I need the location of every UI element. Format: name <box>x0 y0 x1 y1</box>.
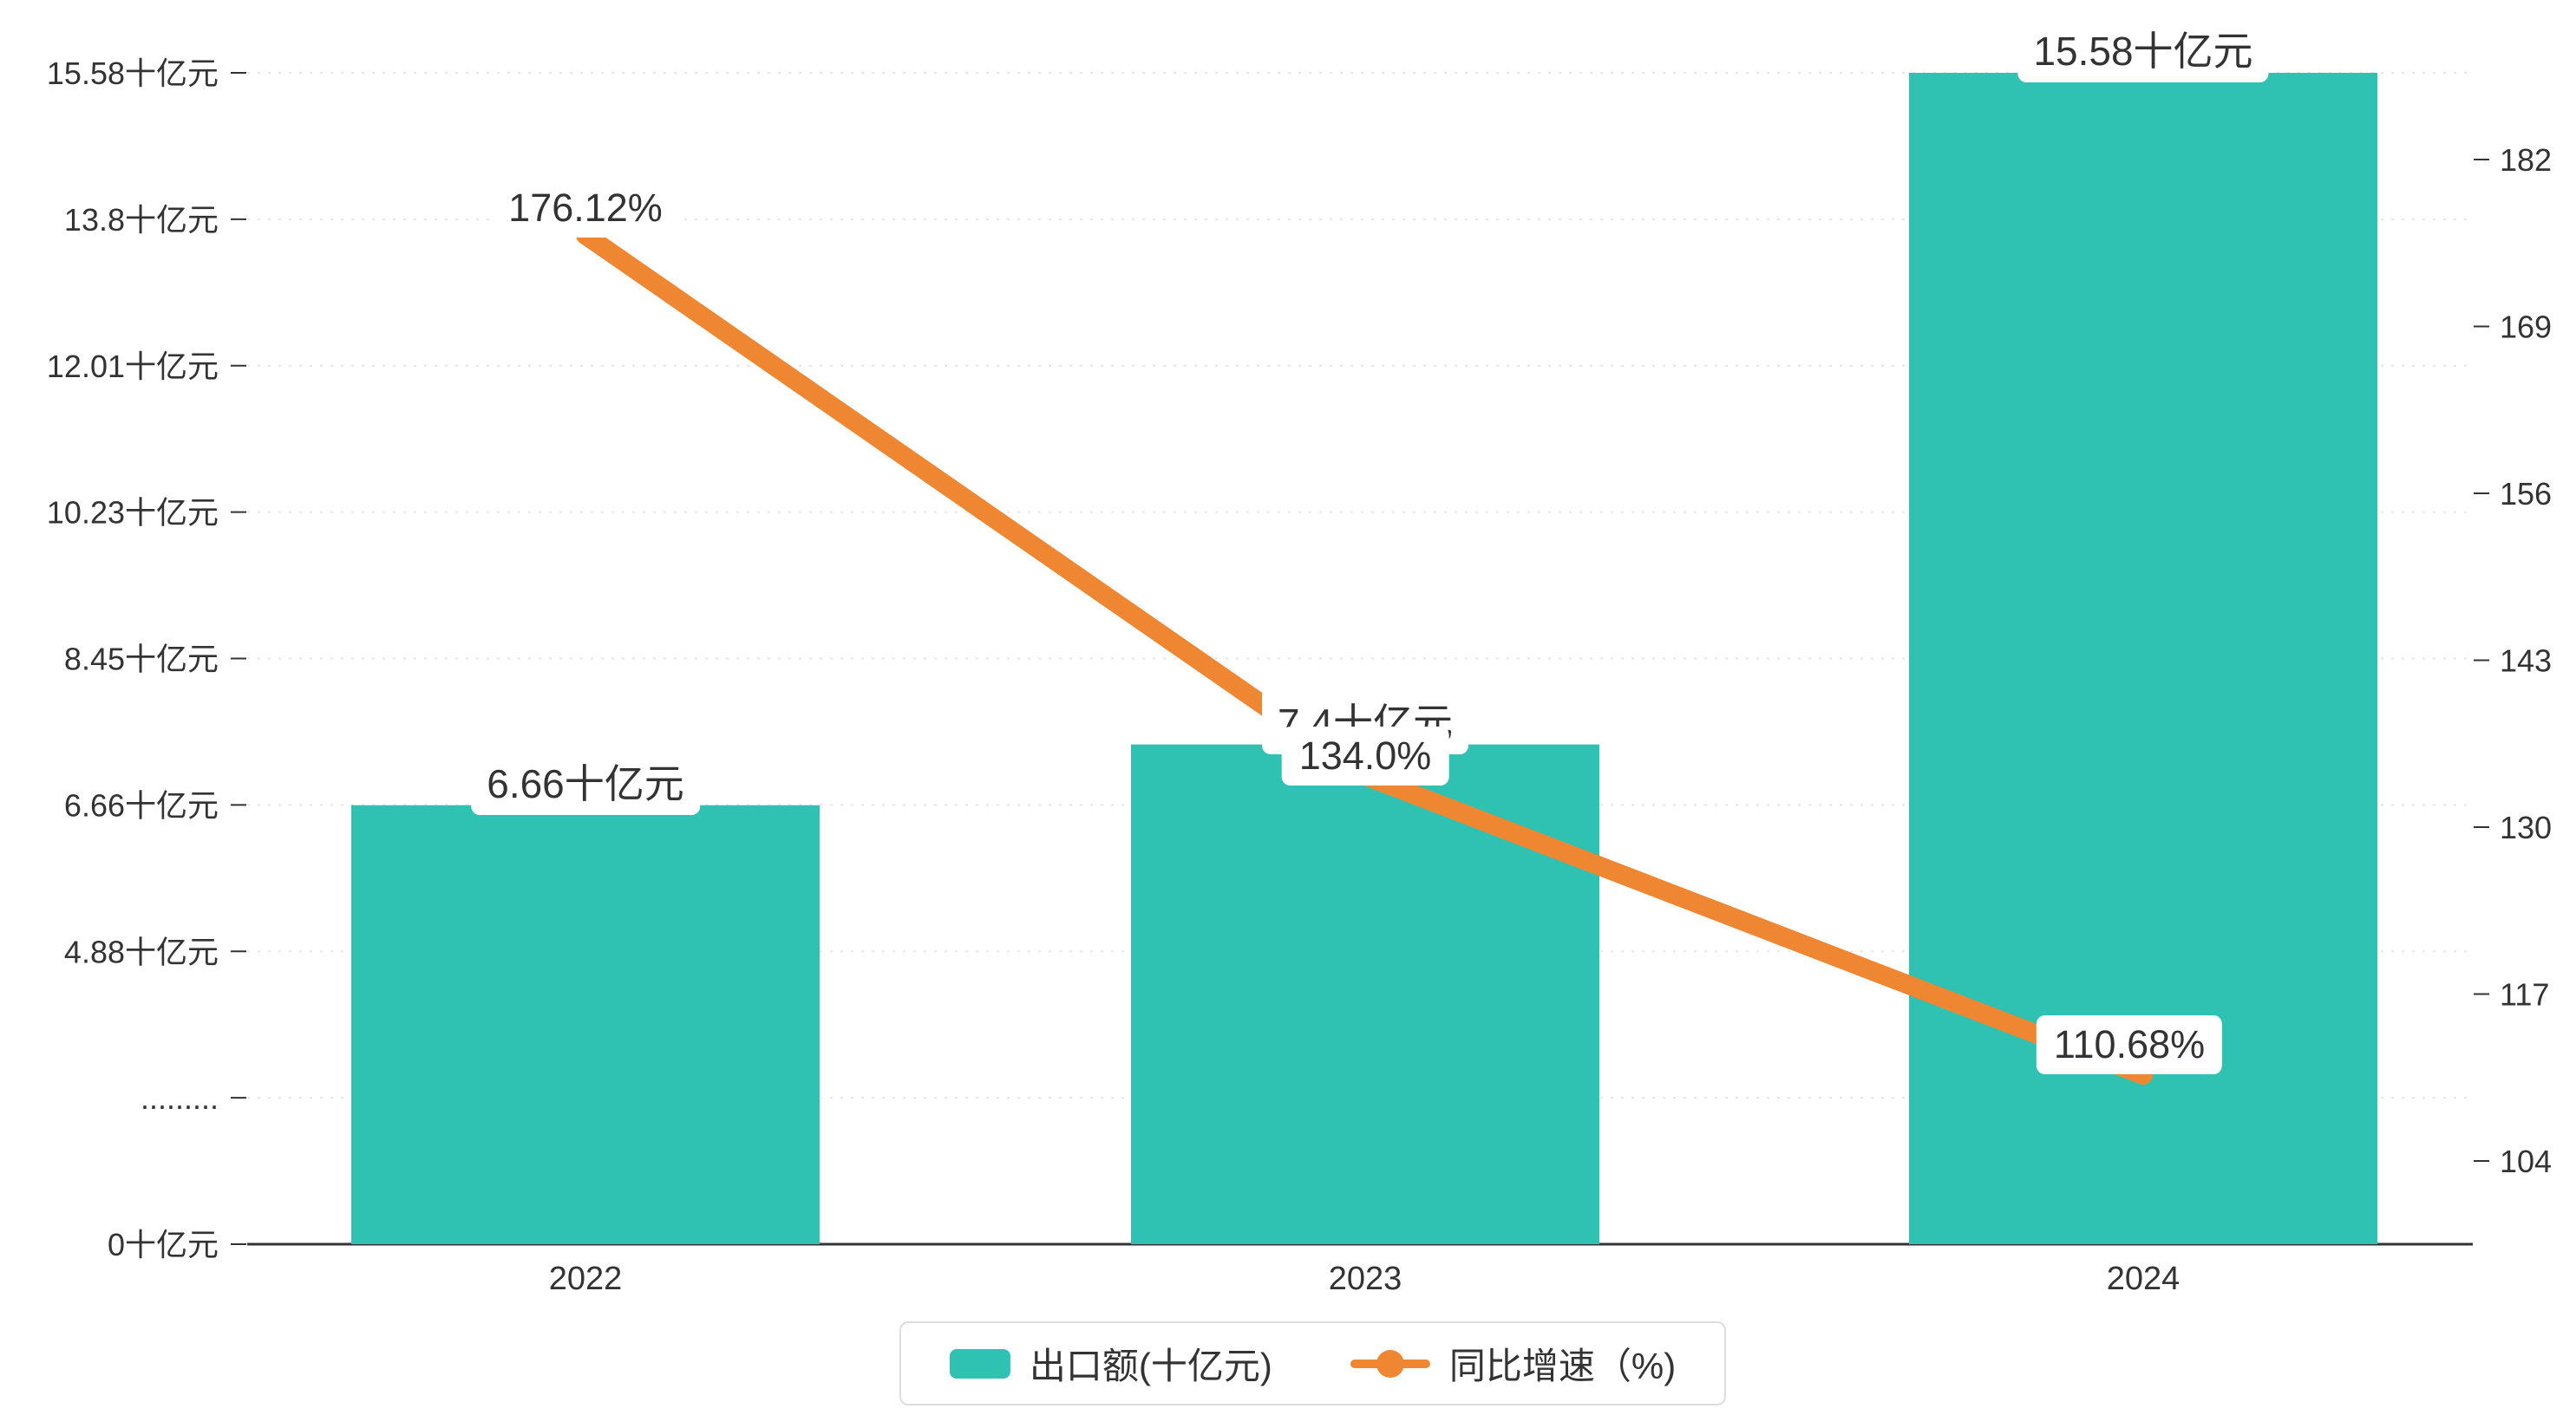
left-axis-tick-label: 8.45十亿元 <box>64 642 219 677</box>
right-axis-tick-label: 169 <box>2500 310 2552 345</box>
right-axis-tick-label: 117 <box>2500 977 2549 1013</box>
left-axis-tick-label: 4.88十亿元 <box>64 934 219 969</box>
right-axis-tick-label: 143 <box>2500 643 2552 679</box>
left-axis-tick-label: 12.01十亿元 <box>47 349 219 384</box>
bar-2022 <box>351 805 820 1244</box>
legend-item-yoy-growth[interactable]: 同比增速（%) <box>1350 1337 1676 1390</box>
left-axis-tick-label: 15.58十亿元 <box>47 55 219 91</box>
right-axis-tick-label: 104 <box>2500 1144 2552 1179</box>
bar-series-swatch-icon <box>949 1348 1010 1379</box>
right-axis-tick-label: 182 <box>2500 142 2552 178</box>
left-axis-tick-label: 10.23十亿元 <box>47 495 219 531</box>
legend-label-yoy-growth: 同比增速（%) <box>1448 1346 1677 1386</box>
left-axis-tick-label: 6.66十亿元 <box>64 787 219 823</box>
right-axis-tick-label: 156 <box>2500 476 2552 512</box>
line-series-swatch-icon <box>1350 1349 1430 1378</box>
legend-label-export-amount: 出口额(十亿元) <box>1029 1346 1272 1386</box>
left-axis-tick-label: 13.8十亿元 <box>64 202 219 238</box>
right-axis-tick-label: 130 <box>2500 810 2552 845</box>
legend: 出口额(十亿元) 同比增速（%) <box>899 1321 1727 1405</box>
left-axis-tick-label: ......... <box>141 1080 219 1116</box>
line-series-dot-icon <box>1376 1349 1404 1378</box>
x-axis-category-label: 2023 <box>1329 1261 1402 1297</box>
legend-item-export-amount[interactable]: 出口额(十亿元) <box>949 1337 1272 1390</box>
left-axis-tick-label: 0十亿元 <box>108 1227 219 1262</box>
x-axis-category-label: 2024 <box>2107 1261 2180 1297</box>
bar-2023 <box>1131 744 1599 1244</box>
x-axis-category-label: 2022 <box>549 1261 623 1297</box>
